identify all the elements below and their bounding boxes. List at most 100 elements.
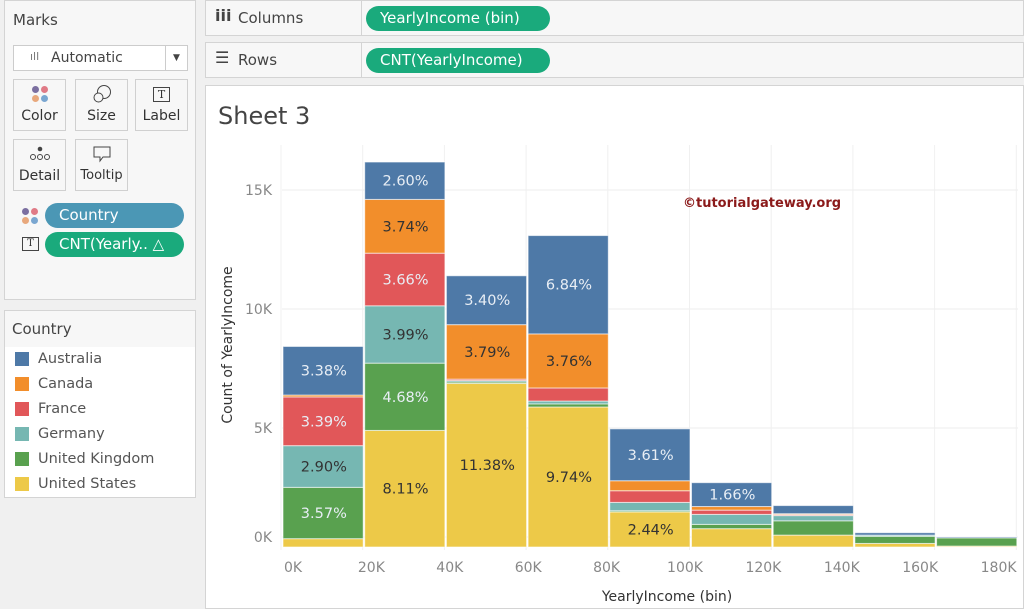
size-icon: [93, 85, 111, 103]
cnt-yearly-income-pill[interactable]: CNT(YearlyIncome): [366, 48, 550, 73]
data-label: 3.76%: [546, 354, 592, 370]
bar-segment-canada: [609, 480, 691, 492]
data-label: 3.74%: [383, 219, 429, 235]
bar-segment-united-states: [609, 511, 691, 548]
data-label: 3.61%: [628, 448, 674, 464]
x-tick-label: 180K: [981, 560, 1018, 576]
data-label: 11.38%: [460, 458, 515, 474]
x-tick-label: 100K: [667, 560, 704, 576]
x-tick-label: 0K: [284, 560, 303, 576]
bar-segment-australia: [772, 505, 854, 515]
bar-segment-france: [282, 396, 364, 447]
legend-item-canada[interactable]: Canada: [15, 376, 93, 392]
bar-segment-canada: [445, 324, 528, 380]
country-legend: Country Australia Canada France Germany …: [4, 310, 196, 498]
mark-type-dropdown[interactable]: ıll Automatic ▼: [13, 45, 188, 71]
bar-segment-united-kingdom: [691, 523, 773, 530]
legend-label: Germany: [38, 426, 105, 442]
detail-button[interactable]: Detail: [13, 139, 66, 191]
legend-title: Country: [12, 320, 72, 338]
x-tick-label: 20K: [358, 560, 386, 576]
bar-segment-australia: [691, 482, 773, 508]
text-icon: T: [153, 86, 170, 102]
marks-title: Marks: [13, 11, 58, 29]
bar-segment-france: [609, 490, 691, 503]
swatch: [15, 352, 29, 366]
y-tick-label: 10K: [245, 302, 273, 318]
legend-item-france[interactable]: France: [15, 401, 86, 417]
text-icon: T: [22, 237, 39, 251]
chevron-down-icon[interactable]: ▼: [165, 46, 187, 70]
yearly-income-bin-pill[interactable]: YearlyIncome (bin): [366, 6, 550, 31]
detail-icon: [29, 146, 50, 160]
data-label: 2.60%: [383, 174, 429, 190]
country-pill[interactable]: Country: [45, 203, 184, 228]
bar-segment-germany: [691, 513, 773, 525]
x-tick-label: 40K: [436, 560, 464, 576]
bar-segment-australia: [854, 532, 936, 536]
cnt-yearly-income-pill[interactable]: CNT(Yearly.. △: [45, 232, 184, 257]
data-label: 3.66%: [383, 272, 429, 288]
legend-item-united-kingdom[interactable]: United Kingdom: [15, 451, 154, 467]
size-button[interactable]: Size: [75, 79, 128, 131]
bar-segment-united-kingdom: [936, 537, 1018, 547]
columns-shelf[interactable]: iii Columns YearlyIncome (bin): [205, 0, 1024, 36]
data-label: 8.11%: [383, 482, 429, 498]
x-tick-label: 120K: [745, 560, 782, 576]
bar-segment-united-states: [772, 534, 854, 548]
bar-segment-canada: [527, 333, 609, 389]
legend-item-united-states[interactable]: United States: [15, 476, 136, 492]
bar-segment-united-kingdom: [772, 520, 854, 536]
bar-segment-united-states: [527, 406, 609, 548]
data-label: 3.99%: [383, 327, 429, 343]
legend-label: Australia: [38, 351, 103, 367]
legend-label: France: [38, 401, 87, 417]
bar-segment-united-kingdom: [282, 486, 364, 540]
label-label: Label: [142, 108, 181, 124]
color-button[interactable]: Color: [13, 79, 66, 131]
data-label: 3.57%: [301, 506, 347, 522]
color-icon: [31, 86, 48, 102]
rows-shelf[interactable]: ☰ Rows CNT(YearlyIncome): [205, 42, 1024, 78]
x-tick-label: 80K: [593, 560, 621, 576]
data-label: 2.90%: [301, 460, 347, 476]
tooltip-icon: [93, 146, 110, 163]
data-label: 6.84%: [546, 278, 592, 294]
data-label: 3.39%: [301, 414, 347, 430]
tooltip-button[interactable]: Tooltip: [75, 139, 128, 191]
x-tick-label: 60K: [515, 560, 543, 576]
mark-type-value: Automatic: [51, 50, 123, 66]
bar-segment-germany: [282, 445, 364, 488]
bar-segment-australia: [609, 428, 691, 482]
color-label: Color: [21, 108, 58, 124]
data-label: 3.40%: [464, 293, 510, 309]
label-button[interactable]: T Label: [135, 79, 188, 131]
tooltip-label: Tooltip: [80, 168, 123, 183]
bar-segment-australia: [445, 275, 528, 326]
bar-segment-germany: [609, 501, 691, 512]
bar-segment-germany: [772, 515, 854, 522]
size-label: Size: [87, 108, 116, 124]
swatch: [15, 427, 29, 441]
legend-label: United States: [38, 476, 137, 492]
y-tick-label: 5K: [254, 421, 273, 437]
bar-segment-france: [364, 252, 446, 307]
bar-segment-united-kingdom: [364, 362, 446, 431]
data-label: 2.44%: [628, 522, 674, 538]
legend-item-germany[interactable]: Germany: [15, 426, 105, 442]
legend-label: United Kingdom: [38, 451, 155, 467]
x-axis-title: YearlyIncome (bin): [601, 589, 733, 605]
bar-segment-germany: [364, 305, 446, 364]
legend-label: Canada: [38, 376, 94, 392]
bar-segment-france: [691, 509, 773, 515]
data-label: 1.66%: [709, 488, 755, 504]
bar-segment-australia: [936, 536, 1018, 539]
columns-icon: iii: [215, 6, 232, 25]
legend-item-australia[interactable]: Australia: [15, 351, 102, 367]
marks-card: Marks ıll Automatic ▼ Color Size T Label…: [4, 0, 196, 300]
y-tick-label: 0K: [254, 530, 273, 546]
bar-segment-australia: [364, 161, 446, 200]
watermark: ©tutorialgateway.org: [683, 196, 842, 211]
x-tick-label: 140K: [824, 560, 861, 576]
bar-segment-australia: [527, 235, 609, 335]
